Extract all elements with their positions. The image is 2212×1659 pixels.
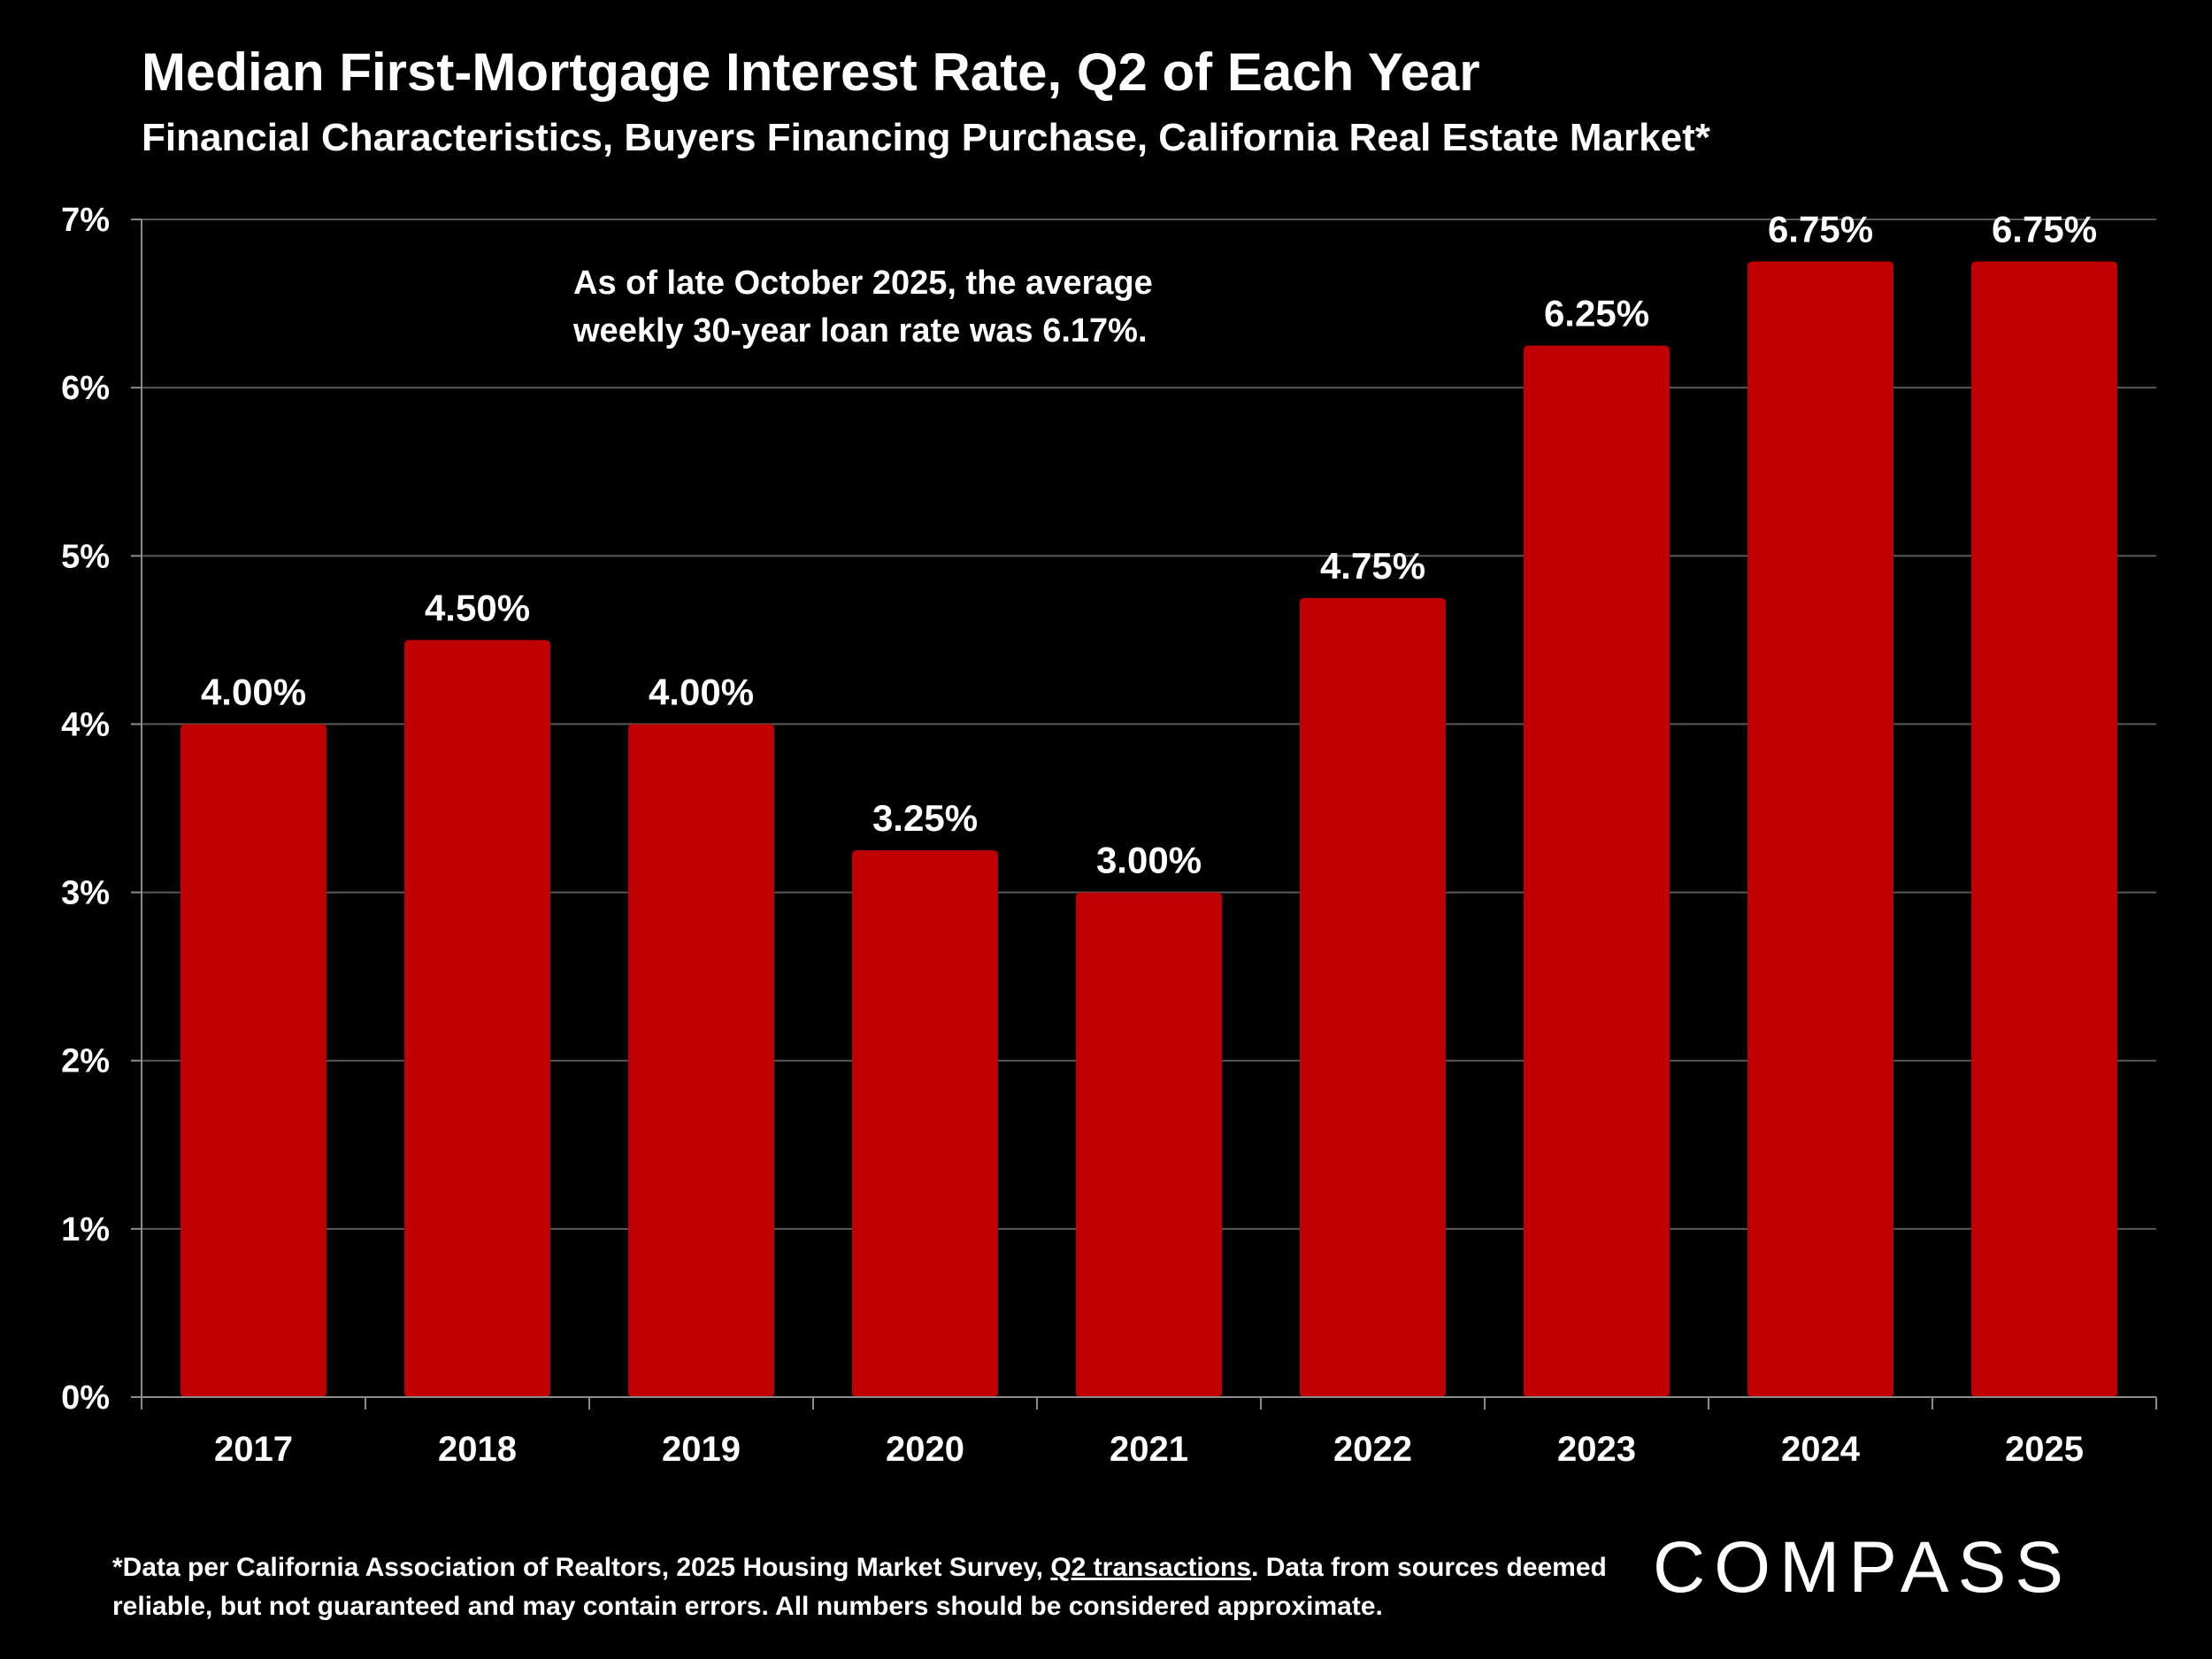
- compass-logo: COMPASS: [1653, 1527, 2072, 1606]
- bar-2018: [404, 640, 550, 1397]
- logo-text: COMPASS: [1653, 1527, 2072, 1606]
- annotation-line-1: As of late October 2025, the average: [573, 265, 1153, 302]
- chart-subtitle: Financial Characteristics, Buyers Financ…: [142, 116, 1710, 159]
- x-tick-label-2023: 2023: [1557, 1430, 1636, 1469]
- data-label-2025: 6.75%: [1992, 209, 2097, 250]
- x-tick-label-2017: 2017: [214, 1430, 293, 1469]
- data-label-2024: 6.75%: [1768, 209, 1873, 250]
- bar-2020: [852, 850, 998, 1397]
- data-label-2023: 6.25%: [1544, 293, 1649, 334]
- y-tick-label: 6%: [61, 370, 110, 407]
- y-tick-label: 4%: [61, 706, 110, 743]
- x-tick-label-2020: 2020: [886, 1430, 964, 1469]
- chart-title: Median First-Mortgage Interest Rate, Q2 …: [142, 42, 1480, 102]
- bar-2019: [628, 724, 774, 1397]
- annotation: As of late October 2025, the average wee…: [572, 265, 1153, 349]
- y-tick-label: 2%: [61, 1043, 110, 1080]
- bar-2021: [1076, 892, 1222, 1397]
- x-tick-label-2022: 2022: [1333, 1430, 1412, 1469]
- bar-2017: [180, 724, 326, 1397]
- footnote-link[interactable]: Q2 transactions: [1050, 1553, 1252, 1582]
- y-tick-label: 3%: [61, 875, 110, 912]
- y-tick-label: 5%: [61, 538, 110, 575]
- bar-2025: [1971, 261, 2117, 1398]
- data-label-2020: 3.25%: [872, 797, 978, 839]
- footnote-text-2: . Data from sources deemed reliable, but…: [112, 1553, 1607, 1621]
- data-labels: 4.00% 4.50% 4.00% 3.25% 3.00% 4.75% 6.25% 6.75%…: [201, 209, 2097, 881]
- bars: [180, 261, 2117, 1398]
- footnote: *Data per California Association of Real…: [112, 1548, 1652, 1626]
- x-tick-label-2018: 2018: [438, 1430, 517, 1469]
- y-tick-label: 0%: [61, 1379, 110, 1417]
- annotation-line-2: weekly 30-year loan rate was 6.17%.: [572, 312, 1148, 349]
- x-tick-label-2021: 2021: [1110, 1430, 1188, 1469]
- data-label-2017: 4.00%: [201, 671, 306, 712]
- footnote-text-1: *Data per California Association of Real…: [112, 1553, 1051, 1582]
- bar-2023: [1524, 345, 1670, 1397]
- y-tick-label: 7%: [61, 202, 110, 239]
- data-label-2021: 3.00%: [1096, 840, 1202, 881]
- x-tick-label-2019: 2019: [662, 1430, 741, 1469]
- data-label-2022: 4.75%: [1320, 545, 1425, 587]
- bar-chart: 0% 1% 2% 3% 4% 5% 6% 7% 2017 2018 2019 2020 2021 2022…: [61, 202, 2157, 1469]
- bar-2024: [1747, 261, 1893, 1398]
- x-tick-label-2024: 2024: [1781, 1430, 1861, 1469]
- data-label-2019: 4.00%: [649, 671, 754, 712]
- data-label-2018: 4.50%: [425, 587, 530, 628]
- y-tick-label: 1%: [61, 1211, 110, 1248]
- bar-2022: [1300, 597, 1446, 1397]
- x-tick-label-2025: 2025: [2005, 1430, 2084, 1469]
- axes: 0% 1% 2% 3% 4% 5% 6% 7% 2017 2018 2019 2020 2021 2022…: [61, 202, 2157, 1469]
